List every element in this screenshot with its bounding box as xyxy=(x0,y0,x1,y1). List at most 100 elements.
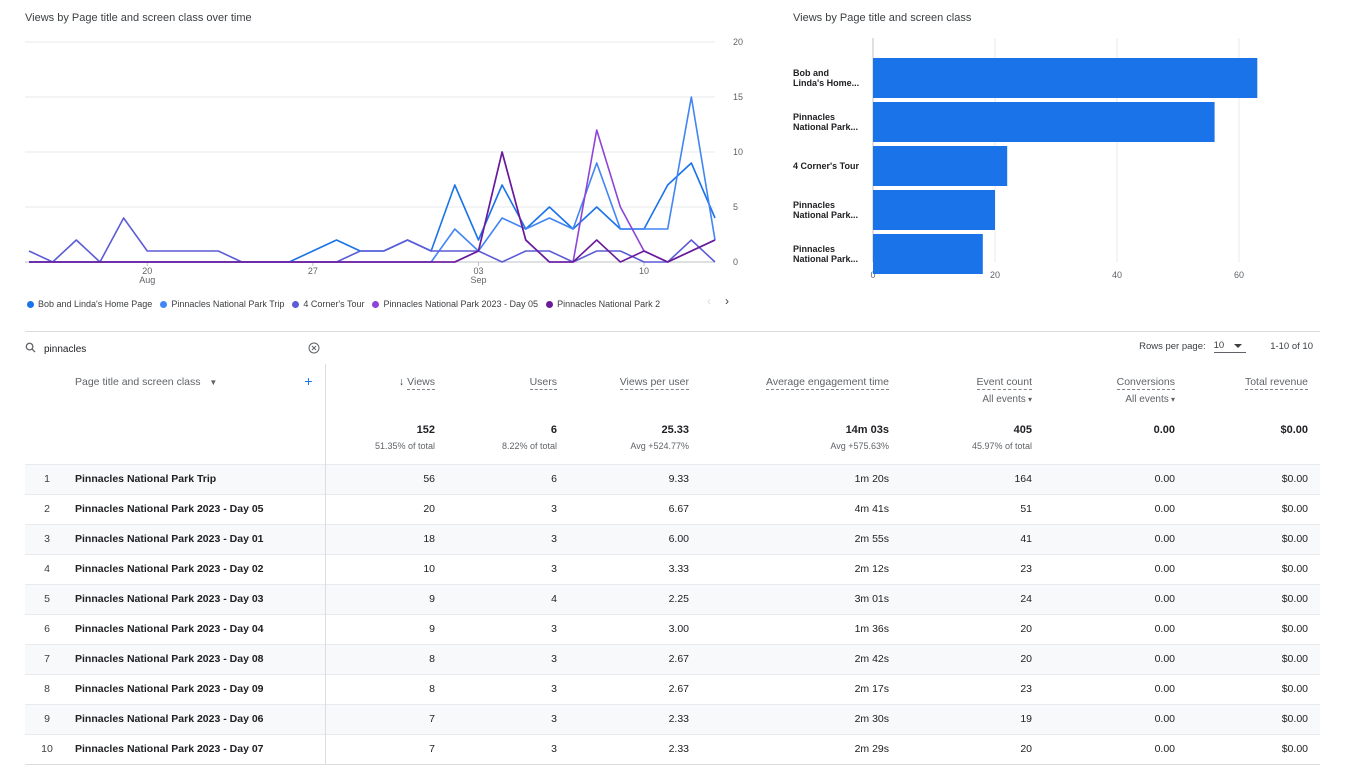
row-conversions: 0.00 xyxy=(1044,523,1187,554)
legend-label: 4 Corner's Tour xyxy=(303,299,365,309)
row-event-count: 23 xyxy=(901,673,1044,704)
conversions-header[interactable]: Conversions All events xyxy=(1044,364,1187,424)
row-page-title: Pinnacles National Park 2023 - Day 08 xyxy=(69,643,326,674)
row-rank: 7 xyxy=(25,643,69,674)
x-tick-label: 27 xyxy=(308,266,318,276)
views-header[interactable]: ↓ Views xyxy=(325,364,447,424)
row-revenue: $0.00 xyxy=(1187,733,1320,765)
row-views-per-user: 6.67 xyxy=(569,493,701,524)
row-rank: 8 xyxy=(25,673,69,704)
legend-item[interactable]: Pinnacles National Park 2023 - Day 05 xyxy=(372,299,538,309)
search-input[interactable]: pinnacles xyxy=(44,343,87,355)
legend-item[interactable]: Pinnacles National Park Trip xyxy=(160,299,284,309)
row-users: 3 xyxy=(447,613,569,644)
table-row[interactable]: 9 Pinnacles National Park 2023 - Day 06 7 3… xyxy=(25,703,1320,734)
views-per-user-header-label: Views per user xyxy=(619,376,689,390)
row-rank: 9 xyxy=(25,703,69,734)
row-page-title: Pinnacles National Park 2023 - Day 02 xyxy=(69,553,326,584)
dimension-dropdown-icon[interactable]: ▼ xyxy=(209,378,218,387)
table-row[interactable]: 1 Pinnacles National Park Trip 56 6 9.33 1m 2… xyxy=(25,463,1320,494)
bar[interactable] xyxy=(873,234,983,274)
legend-dot-icon xyxy=(546,300,554,308)
row-views-per-user: 2.67 xyxy=(569,643,701,674)
legend-item[interactable]: 4 Corner's Tour xyxy=(292,299,364,309)
bar-category-label: National Park... xyxy=(793,254,858,264)
legend-label: Pinnacles National Park 2 xyxy=(557,299,661,309)
row-users: 3 xyxy=(447,703,569,734)
x-tick-label: 20 xyxy=(990,270,1000,280)
row-rank: 2 xyxy=(25,493,69,524)
row-views: 10 xyxy=(325,553,447,584)
table-row[interactable]: 3 Pinnacles National Park 2023 - Day 01 18… xyxy=(25,523,1320,554)
row-event-count: 19 xyxy=(901,703,1044,734)
total-avg-engagement: 14m 03s xyxy=(845,424,889,436)
legend-dot-icon xyxy=(27,300,34,308)
bar-category-label: National Park... xyxy=(793,210,858,220)
bar-category-label: 4 Corner's Tour xyxy=(793,161,859,171)
x-tick-month: Aug xyxy=(139,275,155,285)
search-bar[interactable]: pinnacles xyxy=(25,340,320,358)
bar-category-label: Pinnacles xyxy=(793,200,835,210)
table-row[interactable]: 7 Pinnacles National Park 2023 - Day 08 8 3… xyxy=(25,643,1320,674)
event-count-filter[interactable]: All events xyxy=(901,394,1032,405)
table-row[interactable]: 10 Pinnacles National Park 2023 - Day 07 7… xyxy=(25,733,1320,765)
row-revenue: $0.00 xyxy=(1187,553,1320,584)
bar[interactable] xyxy=(873,102,1215,142)
legend-item[interactable]: Pinnacles National Park 2 xyxy=(546,299,660,309)
row-users: 3 xyxy=(447,643,569,674)
row-avg-engagement: 2m 30s xyxy=(701,703,901,734)
total-views-per-user-avg: Avg +524.77% xyxy=(630,441,689,451)
event-count-header[interactable]: Event count All events xyxy=(901,364,1044,424)
bar-category-label: Bob and xyxy=(793,68,829,78)
legend-label: Pinnacles National Park Trip xyxy=(171,299,285,309)
table-row[interactable]: 2 Pinnacles National Park 2023 - Day 05 20… xyxy=(25,493,1320,524)
row-users: 3 xyxy=(447,553,569,584)
revenue-header-label: Total revenue xyxy=(1244,376,1308,390)
table-row[interactable]: 8 Pinnacles National Park 2023 - Day 09 8 3… xyxy=(25,673,1320,704)
row-rank: 6 xyxy=(25,613,69,644)
table-row[interactable]: 6 Pinnacles National Park 2023 - Day 04 9 3… xyxy=(25,613,1320,644)
conversions-filter[interactable]: All events xyxy=(1044,394,1175,405)
row-rank: 10 xyxy=(25,733,69,765)
avg-engagement-header[interactable]: Average engagement time xyxy=(701,364,901,424)
bar[interactable] xyxy=(873,146,1008,186)
legend-prev-icon[interactable]: ‹ xyxy=(707,294,711,308)
total-views-pct: 51.35% of total xyxy=(374,441,435,451)
row-views: 9 xyxy=(325,583,447,614)
add-dimension-icon[interactable]: + xyxy=(304,373,313,389)
series-line xyxy=(28,217,716,263)
legend-item[interactable]: Bob and Linda's Home Page xyxy=(27,299,152,309)
event-count-header-label: Event count xyxy=(976,376,1032,390)
row-users: 3 xyxy=(447,523,569,554)
row-views: 7 xyxy=(325,733,447,765)
users-header[interactable]: Users xyxy=(447,364,569,424)
row-revenue: $0.00 xyxy=(1187,613,1320,644)
row-conversions: 0.00 xyxy=(1044,703,1187,734)
row-event-count: 20 xyxy=(901,733,1044,765)
table-row[interactable]: 4 Pinnacles National Park 2023 - Day 02 10… xyxy=(25,553,1320,584)
table-row[interactable]: 5 Pinnacles National Park 2023 - Day 03 9 4… xyxy=(25,583,1320,614)
bar[interactable] xyxy=(873,190,995,230)
clear-icon[interactable] xyxy=(308,342,320,357)
row-revenue: $0.00 xyxy=(1187,493,1320,524)
pagination-range: 1-10 of 10 xyxy=(1270,341,1313,352)
views-per-user-header[interactable]: Views per user xyxy=(569,364,701,424)
row-views: 18 xyxy=(325,523,447,554)
users-header-label: Users xyxy=(529,376,557,390)
row-users: 3 xyxy=(447,733,569,765)
legend-next-icon[interactable]: › xyxy=(725,294,729,308)
revenue-header[interactable]: Total revenue xyxy=(1187,364,1320,424)
row-views-per-user: 3.00 xyxy=(569,613,701,644)
total-event-count: 405 xyxy=(1013,424,1032,436)
row-conversions: 0.00 xyxy=(1044,553,1187,584)
rows-per-page-select[interactable]: 10 xyxy=(1213,340,1247,353)
row-avg-engagement: 2m 42s xyxy=(701,643,901,674)
bar[interactable] xyxy=(873,58,1258,98)
search-icon xyxy=(25,342,36,356)
views-header-label: Views xyxy=(407,376,435,390)
dimension-header[interactable]: Page title and screen class ▼ + xyxy=(69,364,326,424)
row-revenue: $0.00 xyxy=(1187,523,1320,554)
row-conversions: 0.00 xyxy=(1044,583,1187,614)
y-tick-label: 5 xyxy=(733,202,738,212)
row-event-count: 20 xyxy=(901,643,1044,674)
